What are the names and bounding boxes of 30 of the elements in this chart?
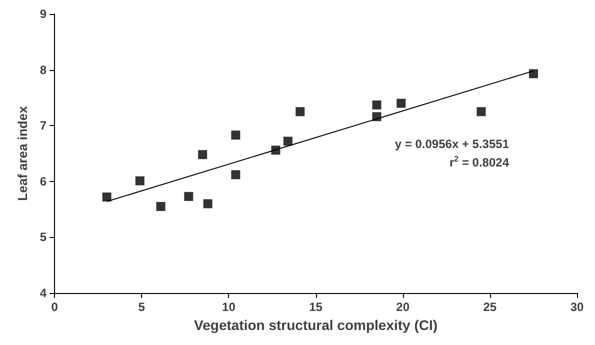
point (102, 192, 112, 202)
x-tick-label: 5 (138, 300, 146, 314)
point (203, 199, 212, 208)
x-tick-label: 10 (222, 300, 236, 314)
point (283, 136, 292, 146)
point (372, 100, 382, 110)
x-tick-label: 15 (309, 300, 323, 314)
x-axis-title: Vegetation structural complexity (CI) (194, 316, 438, 333)
y-tick-label: 5 (40, 230, 47, 244)
point (198, 150, 208, 160)
point (184, 192, 194, 201)
point (396, 98, 406, 108)
x-tick-label: 30 (570, 300, 584, 314)
y-axis-title: Leaf area index (15, 105, 30, 201)
point (528, 69, 538, 78)
y-tick-label: 8 (40, 62, 47, 77)
point (296, 107, 305, 116)
point (156, 202, 166, 212)
y-tick-label: 4 (40, 286, 47, 300)
x-tick-label: 20 (396, 300, 410, 314)
point (231, 170, 240, 180)
point (476, 107, 486, 116)
x-tick-label: 0 (51, 300, 58, 314)
annotation: y = 0.0956x + 5.3551 (394, 137, 510, 151)
y-tick-label: 6 (40, 174, 47, 188)
y-tick-label: 9 (40, 7, 47, 21)
point (135, 176, 144, 186)
y-tick-label: 7 (40, 118, 47, 133)
point (231, 130, 240, 140)
x-tick-label: 25 (483, 300, 497, 314)
